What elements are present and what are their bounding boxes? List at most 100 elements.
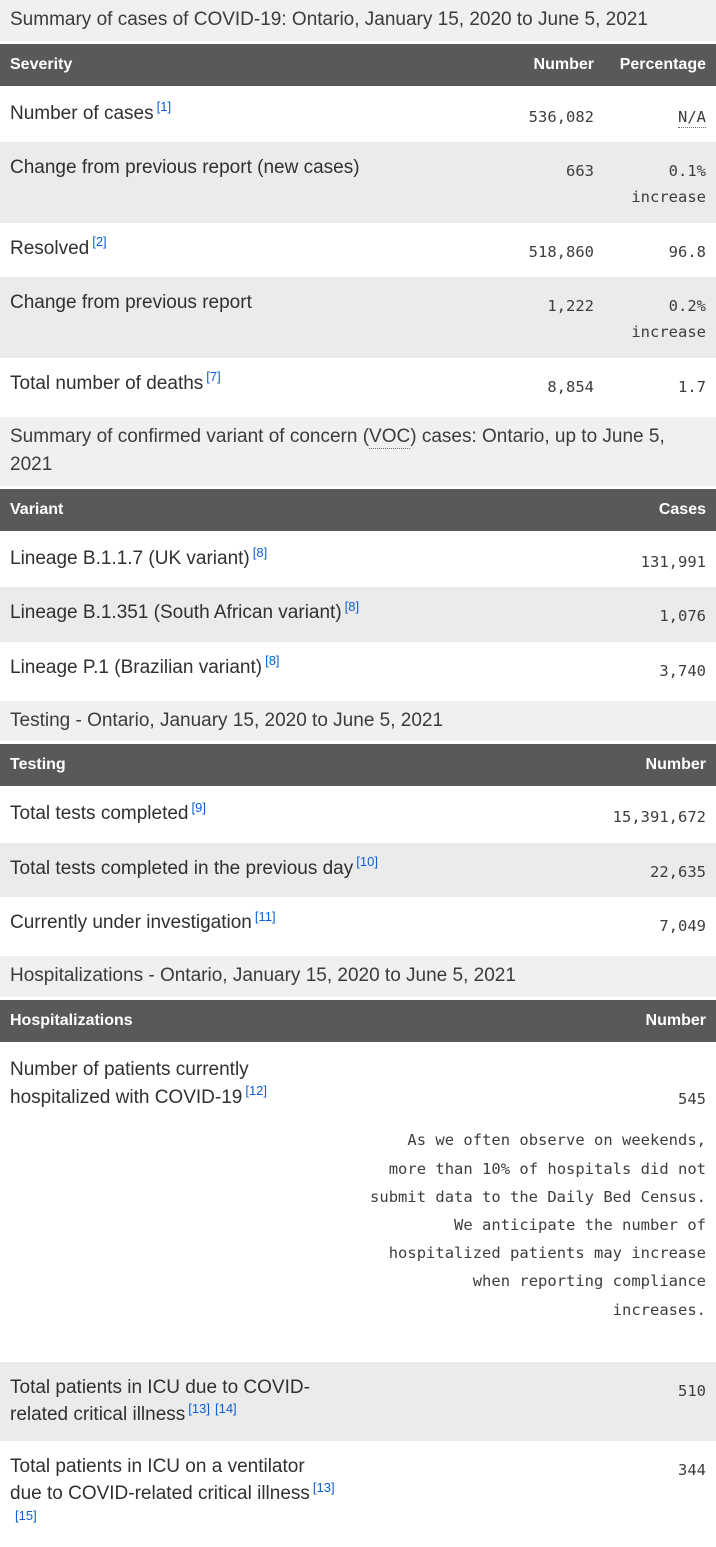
row-label: Total patients in ICU on a ventilator du… [10,1455,310,1505]
row-label: Currently under investigation [10,912,252,934]
table-row: Total number of deaths [7] 8,854 1.7 [0,357,716,412]
row-label: Total patients in ICU due to COVID-relat… [10,1376,310,1426]
column-header-testing: Testing [0,744,546,789]
row-label: Lineage B.1.1.7 (UK variant) [10,547,250,569]
row-label-cell: Total tests completed in the previous da… [0,843,546,897]
row-label: Change from previous report [10,291,252,313]
table-row: Currently under investigation [11] 7,049 [0,897,716,952]
number-value-cell: 545 As we often observe on weekends, mor… [345,1043,716,1362]
cases-value: 1,076 [659,607,706,626]
hospitalizations-header-row: Hospitalizations Number [0,999,716,1044]
row-label-cell: Resolved [2] [0,223,492,277]
column-header-number: Number [492,43,604,88]
table-row: Total tests completed in the previous da… [0,842,716,898]
percentage-value: 0.1% increase [631,161,706,207]
number-value: 663 [566,161,594,180]
number-value: 7,049 [659,917,706,936]
caption-text: Summary of confirmed variant of concern … [10,425,370,447]
voc-abbr: VOC [369,425,411,449]
hospitalization-note: As we often observe on weekends, more th… [355,1126,706,1349]
row-label-cell: Number of patients currently hospitalize… [0,1043,345,1362]
footnote-ref-link[interactable]: [7] [206,369,221,385]
row-label: Total tests completed [10,803,189,825]
footnote-ref-link[interactable]: [14] [214,1400,237,1416]
table-row: Lineage P.1 (Brazilian variant) [8] 3,740 [0,641,716,696]
number-value: 518,860 [528,242,594,261]
row-label: Lineage B.1.351 (South African variant) [10,602,342,624]
number-value: 8,854 [547,377,594,396]
testing-header-row: Testing Number [0,744,716,789]
row-label-cell: Total tests completed [9] [0,787,546,842]
row-label-cell: Total number of deaths [7] [0,358,492,412]
note-line: when reporting compliance [472,1272,706,1291]
table-row: Total patients in ICU on a ventilator du… [0,1440,716,1547]
table-row: Resolved [2] 518,860 96.8 [0,222,716,277]
note-line: submit data to the Daily Bed Census. [370,1187,706,1206]
number-value: 15,391,672 [612,808,706,827]
row-label: Number of cases [10,102,154,124]
row-label-cell: Number of cases [1] [0,87,492,142]
footnote-ref-link[interactable]: [8] [344,598,360,614]
footnote-ref-link[interactable]: [9] [191,800,206,816]
number-value: 344 [678,1460,706,1479]
voc-table-caption: Summary of confirmed variant of concern … [0,416,716,486]
note-line: more than 10% of hospitals did not [388,1159,706,1178]
column-header-percentage: Percentage [604,43,716,88]
note-line: We anticipate the number of [454,1215,706,1234]
hospitalizations-table-caption: Hospitalizations - Ontario, January 15, … [0,956,716,997]
footnote-ref-link[interactable]: [13] [312,1480,335,1496]
column-header-hospitalizations: Hospitalizations [0,999,345,1044]
footnote-ref-link[interactable]: [15] [15,1507,37,1523]
row-label-cell: Change from previous report (new cases) [0,142,492,223]
cases-table: Severity Number Percentage Number of cas… [0,43,716,412]
column-header-number: Number [345,999,716,1044]
percentage-value: 1.7 [678,377,706,396]
column-header-cases: Cases [546,488,716,533]
voc-header-row: Variant Cases [0,488,716,533]
note-line: increases. [612,1300,706,1319]
footnote-ref-link[interactable]: [10] [356,854,378,870]
table-row: Number of patients currently hospitalize… [0,1042,716,1362]
table-row: Lineage B.1.1.7 (UK variant) [8] 131,991 [0,531,716,588]
cases-table-caption: Summary of cases of COVID-19: Ontario, J… [0,0,716,41]
table-row: Lineage B.1.351 (South African variant)[… [0,587,716,642]
percentage-value: N/A [604,87,716,142]
cases-value: 3,740 [659,661,706,680]
row-label: Total number of deaths [10,372,204,394]
number-value: 22,635 [650,862,706,881]
footnote-ref-link[interactable]: [1] [156,99,172,115]
row-label-cell: Lineage B.1.1.7 (UK variant) [8] [0,532,546,587]
percentage-value: 96.8 [668,242,706,261]
table-row: Change from previous report 1,222 0.2% i… [0,276,716,358]
row-label-cell: Lineage P.1 (Brazilian variant) [8] [0,642,546,696]
row-label: Lineage P.1 (Brazilian variant) [10,656,263,678]
row-label-cell: Change from previous report [0,277,492,358]
testing-table: Testing Number Total tests completed [9] … [0,744,716,952]
voc-table: Variant Cases Lineage B.1.1.7 (UK varian… [0,488,716,696]
table-row: Total patients in ICU due to COVID-relat… [0,1361,716,1441]
table-row: Number of cases [1] 536,082 N/A [0,86,716,142]
footnote-ref-link[interactable]: [8] [265,653,280,669]
percentage-value: 0.2% increase [631,296,706,342]
footnote-ref-link[interactable]: [11] [254,908,276,924]
hospitalizations-table: Hospitalizations Number Number of patien… [0,999,716,1547]
table-row: Change from previous report (new cases) … [0,141,716,223]
hospitalized-count: 545 [678,1089,706,1108]
table-row: Total tests completed [9] 15,391,672 [0,787,716,843]
caption-text: ) cases: Ontario, up to June 5, 2021 [10,425,665,476]
testing-table-caption: Testing - Ontario, January 15, 2020 to J… [0,700,716,742]
number-value: 536,082 [528,107,594,126]
footnote-ref-link[interactable]: [13] [188,1400,210,1416]
number-value: 1,222 [547,296,594,315]
row-label: Total tests completed in the previous da… [10,857,354,879]
row-label-cell: Lineage B.1.351 (South African variant)[… [0,587,546,641]
row-label-cell: Total patients in ICU on a ventilator du… [0,1441,345,1547]
column-header-severity: Severity [0,43,492,88]
cases-header-row: Severity Number Percentage [0,43,716,88]
row-label: Number of patients currently hospitalize… [10,1058,249,1108]
footnote-ref-link[interactable]: [2] [92,234,107,250]
footnote-ref-link[interactable]: [12] [245,1083,268,1099]
footnote-ref-link[interactable]: [8] [252,544,268,560]
note-line: hospitalized patients may increase [388,1244,706,1263]
column-header-number: Number [546,744,716,789]
